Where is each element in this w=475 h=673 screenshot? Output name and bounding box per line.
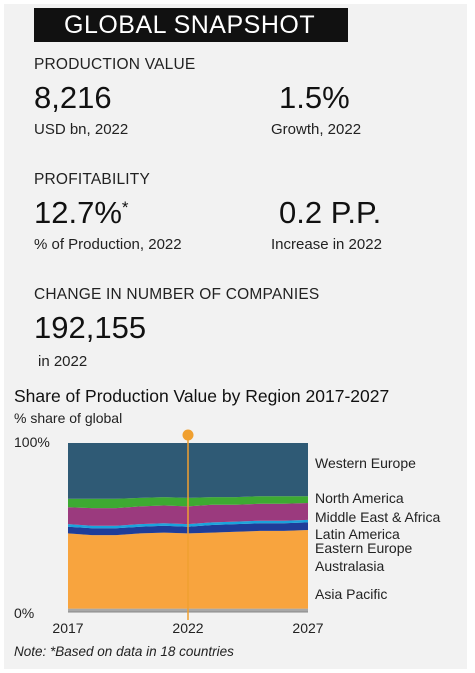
legend-latin-america: Latin America <box>315 526 400 542</box>
y-axis-label: % share of global <box>14 410 123 426</box>
highlight-marker <box>182 429 194 441</box>
profitability-change-value: 0.2 P.P. <box>279 195 382 230</box>
companies-unit: in 2022 <box>38 353 88 370</box>
production-unit: USD bn, 2022 <box>34 121 129 138</box>
profitability-unit: % of Production, 2022 <box>34 236 182 253</box>
legend-middle-east-and-africa: Middle East & Africa <box>315 509 440 525</box>
legend-western-europe: Western Europe <box>315 455 416 471</box>
y-tick-label: 0% <box>14 605 34 621</box>
profitability-number: 12.7% <box>34 195 122 230</box>
legend-north-america: North America <box>315 490 404 506</box>
footnote: Note: *Based on data in 18 countries <box>14 644 234 659</box>
page-title: GLOBAL SNAPSHOT <box>34 8 348 42</box>
production-value: 8,216 <box>34 80 112 115</box>
x-tick-label: 2017 <box>52 620 83 636</box>
legend-asia-pacific: Asia Pacific <box>315 586 387 602</box>
y-tick-label: 100% <box>14 434 50 450</box>
production-label: PRODUCTION VALUE <box>34 56 196 73</box>
profitability-value: 12.7%* <box>34 195 129 231</box>
x-tick-label: 2027 <box>292 620 323 636</box>
profitability-label: PROFITABILITY <box>34 171 150 188</box>
growth-value: 1.5% <box>279 80 350 115</box>
legend-eastern-europe: Eastern Europe <box>315 540 412 556</box>
x-tick-label: 2022 <box>172 620 203 636</box>
legend-australasia: Australasia <box>315 558 384 574</box>
companies-value: 192,155 <box>34 310 147 345</box>
companies-label: CHANGE IN NUMBER OF COMPANIES <box>34 286 320 303</box>
growth-unit: Growth, 2022 <box>271 121 362 138</box>
profitability-change-unit: Increase in 2022 <box>271 236 382 253</box>
footnote-marker: * <box>121 198 129 217</box>
chart-title: Share of Production Value by Region 2017… <box>14 386 390 406</box>
